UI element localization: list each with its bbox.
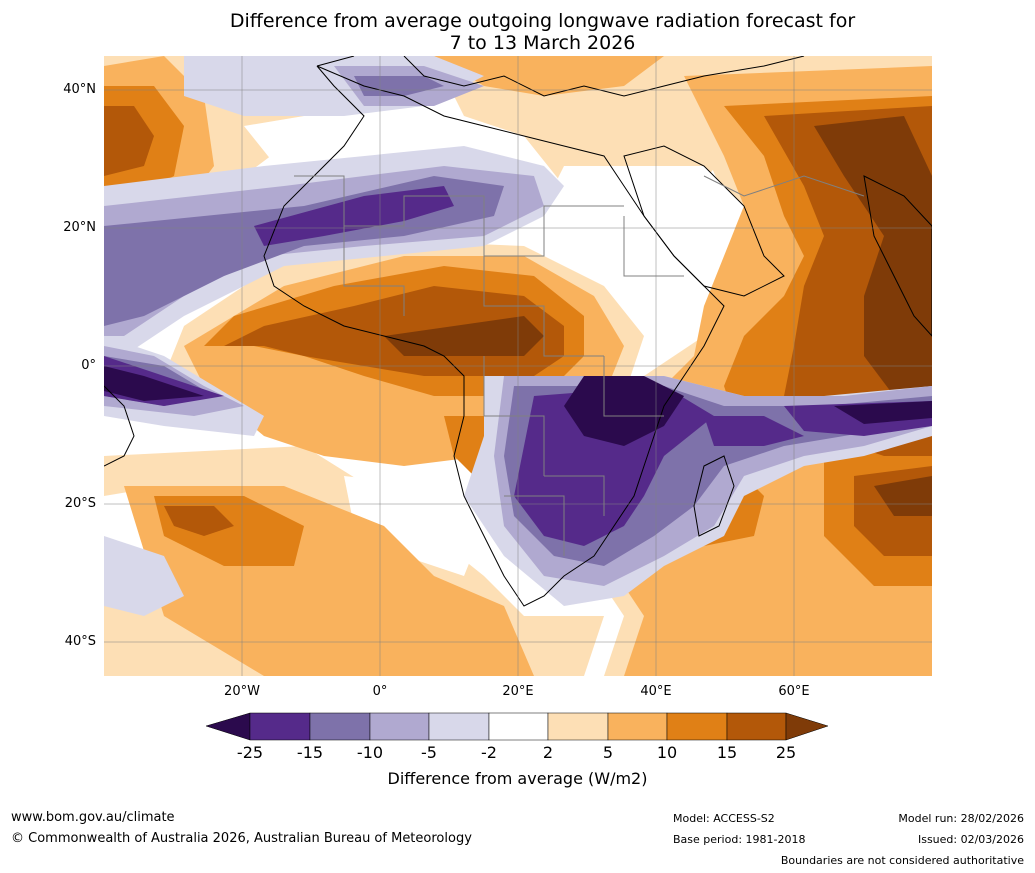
- colorbar-segment-6: [547, 712, 609, 741]
- africa-coastline: [263, 65, 725, 607]
- colorbar-segment-7: [607, 712, 668, 741]
- footer-issued: Issued: 02/03/2026: [917, 833, 1024, 846]
- title-line-2: 7 to 13 March 2026: [449, 32, 636, 54]
- colorbar-segment-4: [428, 712, 490, 741]
- colorbar-segment-9: [726, 712, 787, 741]
- colorbar-title: Difference from average (W/m2): [387, 769, 648, 788]
- footer-copyright: © Commonwealth of Australia 2026, Austra…: [11, 831, 472, 846]
- olr-anomaly-map: [104, 56, 932, 676]
- europe-coastline: [316, 56, 805, 97]
- colorbar-segment-0: [205, 712, 251, 741]
- colorbar-segment-8: [666, 712, 728, 741]
- map-svg: [104, 56, 932, 676]
- footer-base-period: Base period: 1981-2018: [673, 833, 806, 846]
- lon-label-20e: 20°E: [502, 684, 534, 699]
- colorbar-tick-label: 2: [542, 743, 554, 762]
- footer-model: Model: ACCESS-S2: [673, 812, 775, 825]
- colorbar-segment-5: [488, 712, 549, 741]
- lon-label-0: 0°: [372, 684, 388, 699]
- lon-label-60e: 60°E: [778, 684, 810, 699]
- lat-label-40n: 40°N: [63, 82, 96, 97]
- colorbar: [205, 712, 829, 741]
- colorbar-tick-label: -5: [421, 743, 437, 762]
- lon-label-40e: 40°E: [640, 684, 672, 699]
- lat-label-40s: 40°S: [64, 634, 96, 649]
- title-line-1: Difference from average outgoing longwav…: [229, 10, 856, 32]
- colorbar-segment-10: [785, 712, 829, 741]
- colorbar-tick-label: -25: [236, 743, 264, 762]
- colorbar-tick-label: 5: [602, 743, 614, 762]
- colorbar-tick-label: -15: [296, 743, 324, 762]
- arabia-coastline: [623, 145, 785, 297]
- chart-title: Difference from average outgoing longwav…: [0, 10, 1035, 54]
- colorbar-tick-label: 25: [775, 743, 797, 762]
- colorbar-segment-2: [309, 712, 371, 741]
- colorbar-tick-label: -10: [356, 743, 384, 762]
- madagascar-coastline: [693, 455, 735, 537]
- lat-label-20s: 20°S: [64, 496, 96, 511]
- footer-model-run: Model run: 28/02/2026: [898, 812, 1024, 825]
- lat-label-0: 0°: [81, 358, 96, 373]
- south-america-coastline: [104, 385, 135, 467]
- lon-label-20w: 20°W: [224, 684, 260, 699]
- india-coastline: [863, 175, 932, 337]
- lat-label-20n: 20°N: [63, 220, 96, 235]
- colorbar-segment-3: [369, 712, 430, 741]
- graticule: [104, 56, 932, 676]
- colorbar-segment-1: [249, 712, 311, 741]
- coastlines: [104, 56, 932, 607]
- colorbar-tick-label: 15: [716, 743, 738, 762]
- anomaly-lt-25: [104, 366, 932, 446]
- country-boundaries: [294, 175, 865, 556]
- footer-disclaimer: Boundaries are not considered authoritat…: [780, 854, 1024, 867]
- colorbar-tick-label: 10: [656, 743, 678, 762]
- colorbar-tick-label: -2: [481, 743, 497, 762]
- footer-website-link[interactable]: www.bom.gov.au/climate: [11, 810, 175, 825]
